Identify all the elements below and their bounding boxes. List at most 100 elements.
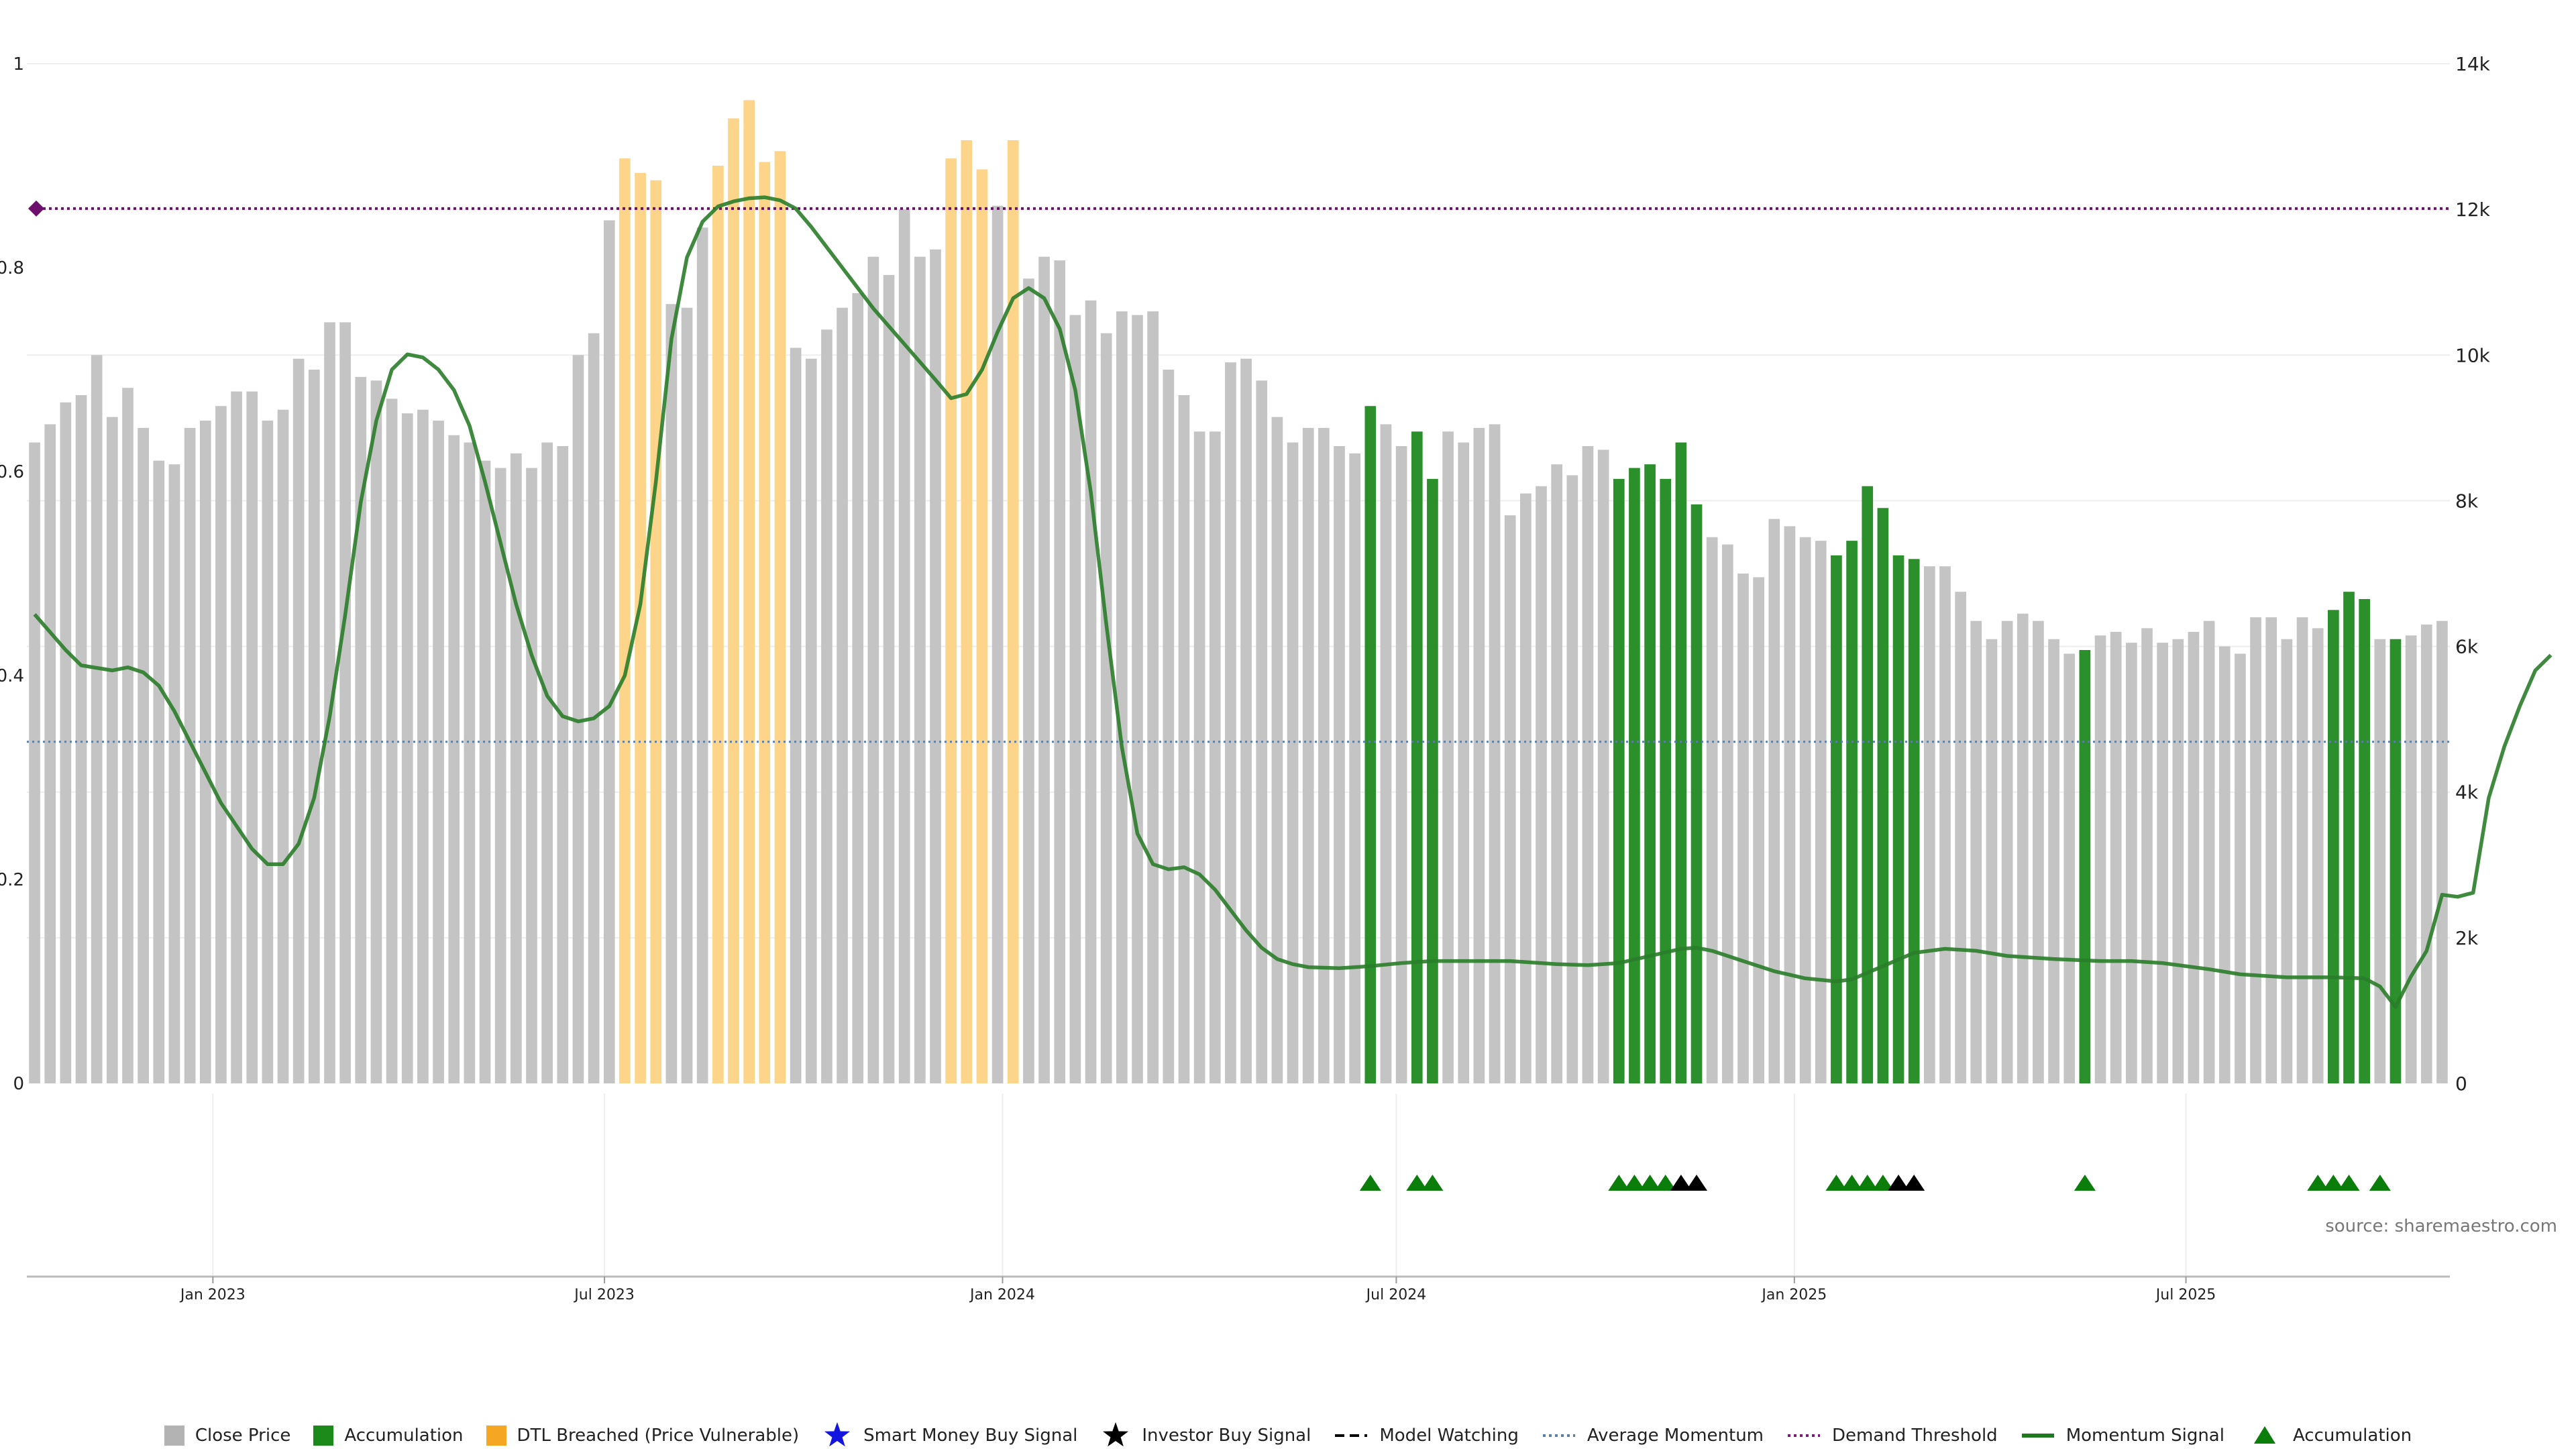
legend-swatch-line <box>1335 1434 1368 1437</box>
close-price-bar <box>2157 643 2168 1083</box>
bar-series <box>29 100 2448 1084</box>
accumulation-bar <box>2359 599 2370 1083</box>
date-tick-label: Jul 2024 <box>1365 1287 1427 1303</box>
close-price-bar <box>852 293 864 1083</box>
accumulation-bar <box>1846 541 1858 1083</box>
close-price-bar <box>464 442 476 1083</box>
accumulation-triangle <box>2369 1175 2391 1191</box>
close-price-bar <box>277 409 289 1083</box>
close-price-bar <box>1380 424 1392 1083</box>
close-price-bar <box>914 256 926 1083</box>
date-tick-label: Jul 2025 <box>2155 1287 2216 1303</box>
close-price-bar <box>1147 311 1159 1084</box>
close-price-bar <box>603 220 615 1083</box>
close-price-bar <box>2141 628 2153 1083</box>
close-price-bar <box>2312 628 2324 1083</box>
legend-label: DTL Breached (Price Vulnerable) <box>517 1426 800 1446</box>
close-price-bar <box>2281 639 2293 1083</box>
close-price-bar <box>1116 311 1128 1084</box>
legend-item: Momentum Signal <box>2021 1422 2224 1449</box>
close-price-bar <box>1753 577 1764 1083</box>
left-tick-label: 0.2 <box>0 870 24 890</box>
close-price-bar <box>215 406 227 1083</box>
close-price-bar <box>1209 431 1221 1083</box>
legend-swatch-line <box>2021 1434 2054 1438</box>
close-price-bar <box>1334 446 1345 1083</box>
close-price-bar <box>44 424 56 1083</box>
close-price-bar <box>1986 639 1998 1083</box>
close-price-bar <box>1784 526 1796 1083</box>
accumulation-triangle <box>2307 1175 2329 1191</box>
investor-buy-marker <box>1686 1175 1708 1191</box>
right-tick-label: 8k <box>2455 490 2479 512</box>
right-tick-label: 10k <box>2455 344 2491 366</box>
accumulation-bar <box>2079 650 2091 1083</box>
close-price-bar <box>2110 631 2122 1083</box>
close-price-bar <box>60 402 72 1083</box>
accumulation-bar <box>1690 504 1703 1083</box>
legend-label: Demand Threshold <box>1832 1426 1998 1446</box>
close-price-bar <box>2405 635 2417 1083</box>
close-price-bar <box>417 409 429 1083</box>
close-price-bar <box>1085 300 1097 1083</box>
accumulation-bar <box>1427 478 1438 1083</box>
close-price-bar <box>91 355 103 1084</box>
accumulation-triangle <box>1406 1175 1428 1191</box>
close-price-bar <box>1815 541 1827 1083</box>
reference-lines <box>27 200 2450 743</box>
close-price-bar <box>1225 362 1236 1084</box>
close-price-bar <box>1023 278 1034 1084</box>
close-price-bar <box>883 274 895 1083</box>
close-price-bar <box>665 304 678 1084</box>
accumulation-triangle <box>1856 1175 1878 1191</box>
right-tick-label: 0 <box>2455 1073 2467 1095</box>
accumulation-bar <box>1364 406 1377 1083</box>
legend-swatch-square <box>164 1426 184 1446</box>
triangle-icon <box>2253 1426 2275 1444</box>
close-price-bar <box>790 347 802 1083</box>
dtl-breached-bar <box>650 180 662 1083</box>
close-price-bar <box>1271 417 1283 1083</box>
close-price-bar <box>2436 621 2448 1083</box>
accumulation-bar <box>1660 478 1672 1083</box>
close-price-bar <box>2063 653 2076 1083</box>
close-price-bar <box>355 376 367 1083</box>
close-price-bar <box>339 322 351 1083</box>
accumulation-bar <box>2390 639 2402 1083</box>
accumulation-triangle <box>1608 1175 1630 1191</box>
accumulation-triangle <box>2074 1175 2096 1191</box>
close-price-bar <box>1737 574 1749 1083</box>
close-price-bar <box>168 464 180 1083</box>
close-price-bar <box>2017 613 2029 1083</box>
close-price-bar <box>1100 333 1112 1083</box>
close-price-bar <box>448 435 460 1083</box>
close-price-bar <box>2094 635 2106 1083</box>
close-price-bar <box>29 442 40 1083</box>
close-price-bar <box>1287 442 1299 1083</box>
close-price-bar <box>1473 427 1485 1083</box>
accumulation-triangle <box>2338 1175 2360 1191</box>
close-price-bar <box>1163 370 1175 1083</box>
accumulation-triangle <box>1421 1175 1444 1191</box>
close-price-bar <box>511 453 522 1083</box>
close-price-bar <box>246 391 258 1083</box>
close-price-bar <box>292 358 305 1083</box>
legend-item: DTL Breached (Price Vulnerable) <box>486 1426 800 1446</box>
legend-swatch-line <box>1788 1434 1821 1437</box>
close-price-bar <box>1566 475 1578 1083</box>
dtl-breached-bar <box>759 162 771 1084</box>
left-tick-label: 0 <box>13 1074 24 1094</box>
close-price-bar <box>1706 537 1718 1083</box>
close-price-bar <box>1939 566 1951 1083</box>
close-price-bar <box>309 370 320 1083</box>
accumulation-triangle <box>1841 1175 1863 1191</box>
close-price-bar <box>1395 446 1407 1083</box>
close-price-bar <box>1722 544 1733 1083</box>
legend-label: Smart Money Buy Signal <box>863 1426 1078 1446</box>
dtl-breached-bar <box>976 169 988 1083</box>
accumulation-triangle <box>1654 1175 1676 1191</box>
dtl-breached-bar <box>1007 140 1019 1083</box>
close-price-bar <box>1349 453 1360 1083</box>
close-price-bar <box>401 413 413 1083</box>
